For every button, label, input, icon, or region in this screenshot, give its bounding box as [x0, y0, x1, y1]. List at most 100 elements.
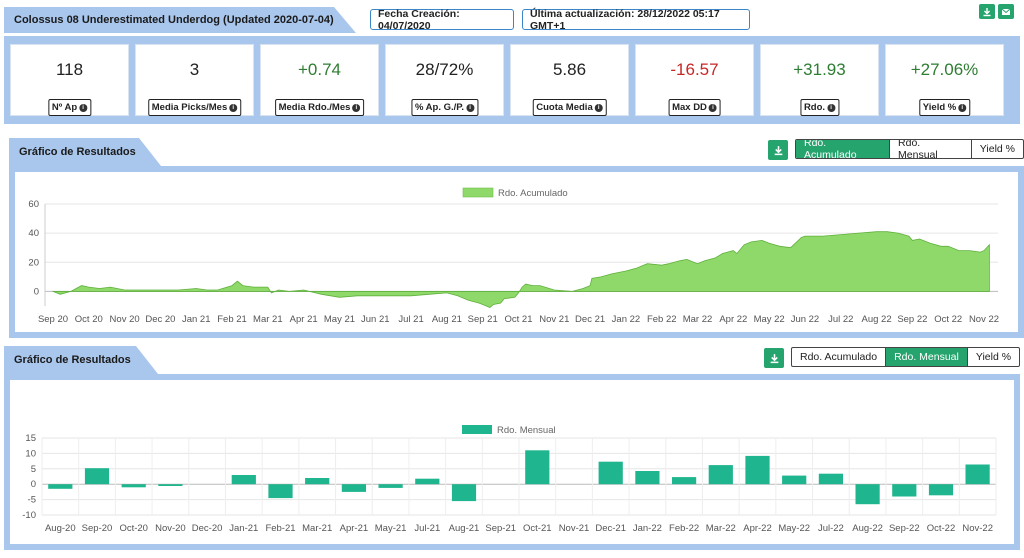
stat-label-text: Max DD [672, 102, 707, 113]
x-tick-label: Jan-22 [633, 523, 662, 534]
bar-jul-22 [818, 473, 843, 485]
bar-jan-21 [231, 475, 256, 485]
download-button[interactable] [979, 4, 995, 19]
legend-swatch [462, 425, 492, 434]
x-tick-label: Jul-22 [818, 523, 844, 534]
x-tick-label: Sep-21 [485, 523, 516, 534]
stat-label-text: Cuota Media [536, 102, 593, 113]
stat-label[interactable]: Rdo. i [799, 99, 840, 116]
x-tick-label: Dec-21 [595, 523, 626, 534]
chart1-title: Gráfico de Resultados [9, 138, 161, 166]
stat-label[interactable]: Max DD i [668, 99, 721, 116]
chart1-tab-group: Rdo. Acumulado Rdo. Mensual Yield % [795, 139, 1024, 159]
chart2-download-button[interactable] [764, 348, 784, 368]
x-tick-label: Nov 20 [110, 314, 140, 325]
info-icon[interactable]: i [958, 103, 967, 112]
mail-button[interactable] [998, 4, 1014, 19]
y-tick-label: -5 [28, 495, 36, 506]
info-icon[interactable]: i [466, 103, 475, 112]
stat-label[interactable]: Cuota Media i [532, 99, 607, 116]
x-tick-label: Mar 22 [683, 314, 713, 325]
chart2-tab-group: Rdo. Acumulado Rdo. Mensual Yield % [791, 347, 1021, 367]
x-tick-label: Apr 21 [290, 314, 318, 325]
bar-feb-21 [268, 484, 293, 499]
strategy-title-text: Colossus 08 Underestimated Underdog (Upd… [14, 14, 334, 26]
x-tick-label: Nov 21 [539, 314, 569, 325]
stat-label-text: Rdo. [803, 102, 826, 113]
x-tick-label: Aug-20 [45, 523, 76, 534]
cumulative-chart: Rdo. Acumulado 0 20 40 60 Sep 20 Oct 20 Nov 20 D… [28, 187, 999, 325]
y-tick-label: -10 [22, 510, 36, 521]
bar-oct-22 [928, 484, 954, 496]
stat-value: +27.06% [910, 60, 979, 79]
info-icon[interactable]: i [229, 103, 238, 112]
y-tick-label: 0 [34, 286, 39, 297]
x-tick-label: Jul-21 [414, 523, 440, 534]
bar-may-22 [782, 475, 807, 485]
stat-label[interactable]: Media Rdo./Mes i [274, 99, 365, 116]
chart2-title: Gráfico de Resultados [4, 346, 158, 374]
x-tick-label: Feb-22 [669, 523, 699, 534]
x-tick-label: Jan 21 [182, 314, 211, 325]
x-tick-label: May 22 [754, 314, 785, 325]
chart2-tab-rdo-acumulado[interactable]: Rdo. Acumulado [792, 348, 887, 366]
x-tick-label: Sep-20 [82, 523, 113, 534]
x-tick-label: May 21 [324, 314, 355, 325]
chart1-download-button[interactable] [768, 140, 788, 160]
x-tick-label: Jul 21 [398, 314, 423, 325]
x-tick-label: Aug-21 [449, 523, 480, 534]
x-tick-label: Feb-21 [265, 523, 295, 534]
x-tick-label: Dec 21 [575, 314, 605, 325]
x-tick-label: Nov-20 [155, 523, 186, 534]
stat-label[interactable]: Nº Ap i [47, 99, 92, 116]
bar-feb-22 [672, 477, 697, 485]
download-icon [774, 145, 782, 155]
x-tick-label: Apr-22 [743, 523, 772, 534]
stat-card-rdo: +31.93 Rdo. i [760, 44, 879, 116]
legend-label: Rdo. Mensual [497, 425, 556, 436]
x-tick-label: Mar-22 [706, 523, 736, 534]
chart1-tab-rdo-mensual[interactable]: Rdo. Mensual [890, 140, 972, 158]
stat-label-text: % Ap. G./P. [414, 102, 465, 113]
x-tick-label: Oct 22 [934, 314, 962, 325]
info-icon[interactable]: i [79, 103, 88, 112]
x-tick-label: Feb 22 [647, 314, 677, 325]
bar-oct-21 [525, 450, 550, 485]
chart2-tab-rdo-mensual[interactable]: Rdo. Mensual [886, 348, 968, 366]
x-tick-label: Sep 21 [468, 314, 498, 325]
monthly-chart: Rdo. Mensual -10 -5 0 5 10 15 Aug-20 Sep-20 Oct-2… [22, 425, 997, 534]
x-tick-label: Sep 20 [38, 314, 68, 325]
stat-card-cuota-media: 5.86 Cuota Media i [510, 44, 629, 116]
info-icon[interactable]: i [352, 103, 361, 112]
info-icon[interactable]: i [827, 103, 836, 112]
chart1-area: Rdo. Acumulado 0 20 40 60 Sep 20 Oct 20 Nov 20 D… [15, 172, 1018, 332]
y-tick-label: 20 [28, 257, 39, 268]
chart1-tab-yield[interactable]: Yield % [979, 143, 1016, 155]
stat-label[interactable]: Media Picks/Mes i [147, 99, 242, 116]
legend-label: Rdo. Acumulado [498, 188, 568, 199]
stat-value: +0.74 [297, 60, 341, 79]
bar-dec-21 [598, 461, 623, 485]
x-tick-label: Aug-22 [852, 523, 883, 534]
x-tick-label: Jun 22 [791, 314, 820, 325]
info-icon[interactable]: i [594, 103, 603, 112]
chart1-title-text: Gráfico de Resultados [19, 146, 136, 158]
chart1-tab-rdo-acumulado[interactable]: Rdo. Acumulado [796, 140, 891, 158]
x-tick-label: Jan 22 [612, 314, 641, 325]
stat-label[interactable]: Yield % i [918, 99, 971, 116]
x-tick-label: Apr-21 [340, 523, 369, 534]
x-tick-label: Mar-21 [302, 523, 332, 534]
x-tick-label: Dec 20 [145, 314, 175, 325]
chart2-tab-yield[interactable]: Yield % [975, 351, 1012, 363]
x-tick-label: Jul 22 [828, 314, 853, 325]
stat-label[interactable]: % Ap. G./P. i [410, 99, 479, 116]
y-tick-label: 10 [25, 448, 36, 459]
x-tick-label: Dec-20 [192, 523, 223, 534]
y-tick-label: 40 [28, 228, 39, 239]
bar-oct-20 [121, 484, 146, 488]
x-tick-label: Oct-22 [927, 523, 956, 534]
mail-icon [1001, 8, 1011, 15]
chart1-legend: Rdo. Acumulado [462, 187, 568, 199]
info-icon[interactable]: i [708, 103, 717, 112]
stat-card-media-picks-mes: 3 Media Picks/Mes i [135, 44, 254, 116]
